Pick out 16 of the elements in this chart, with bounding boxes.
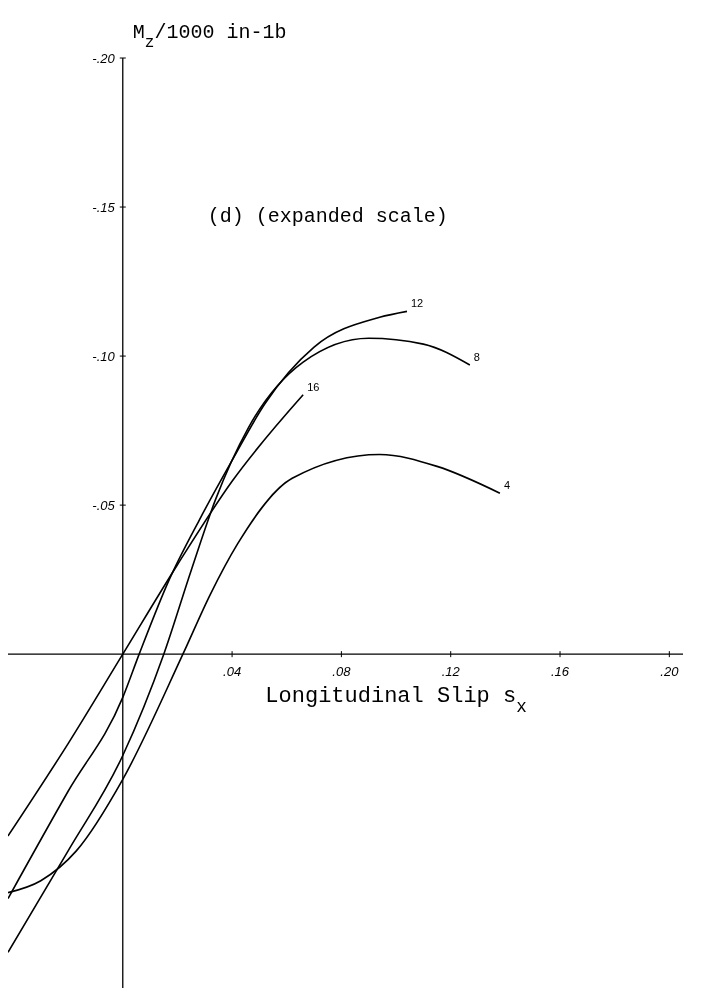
y-tick-label: -.15 — [92, 199, 116, 215]
series-label: 4 — [503, 479, 511, 492]
series-label: 12 — [410, 297, 424, 310]
x-tick-label: .08 — [332, 664, 352, 680]
y-tick-label: -.20 — [92, 50, 116, 66]
series-label: 8 — [473, 351, 480, 364]
y-tick-label: -.10 — [92, 348, 116, 364]
y-tick-label: -.05 — [92, 497, 116, 513]
x-tick-label: .20 — [660, 664, 680, 680]
x-tick-label: .16 — [550, 664, 570, 680]
series-label: 16 — [307, 380, 320, 393]
x-axis-title: Longitudinal Slip s$_{x}$ — [265, 684, 527, 718]
x-tick-label: .12 — [441, 664, 461, 680]
y-axis-title: M$_{z}$/1000 in-1b — [132, 21, 287, 52]
x-tick-label: .04 — [223, 664, 242, 680]
text: (d) (expanded scale) — [207, 204, 448, 228]
